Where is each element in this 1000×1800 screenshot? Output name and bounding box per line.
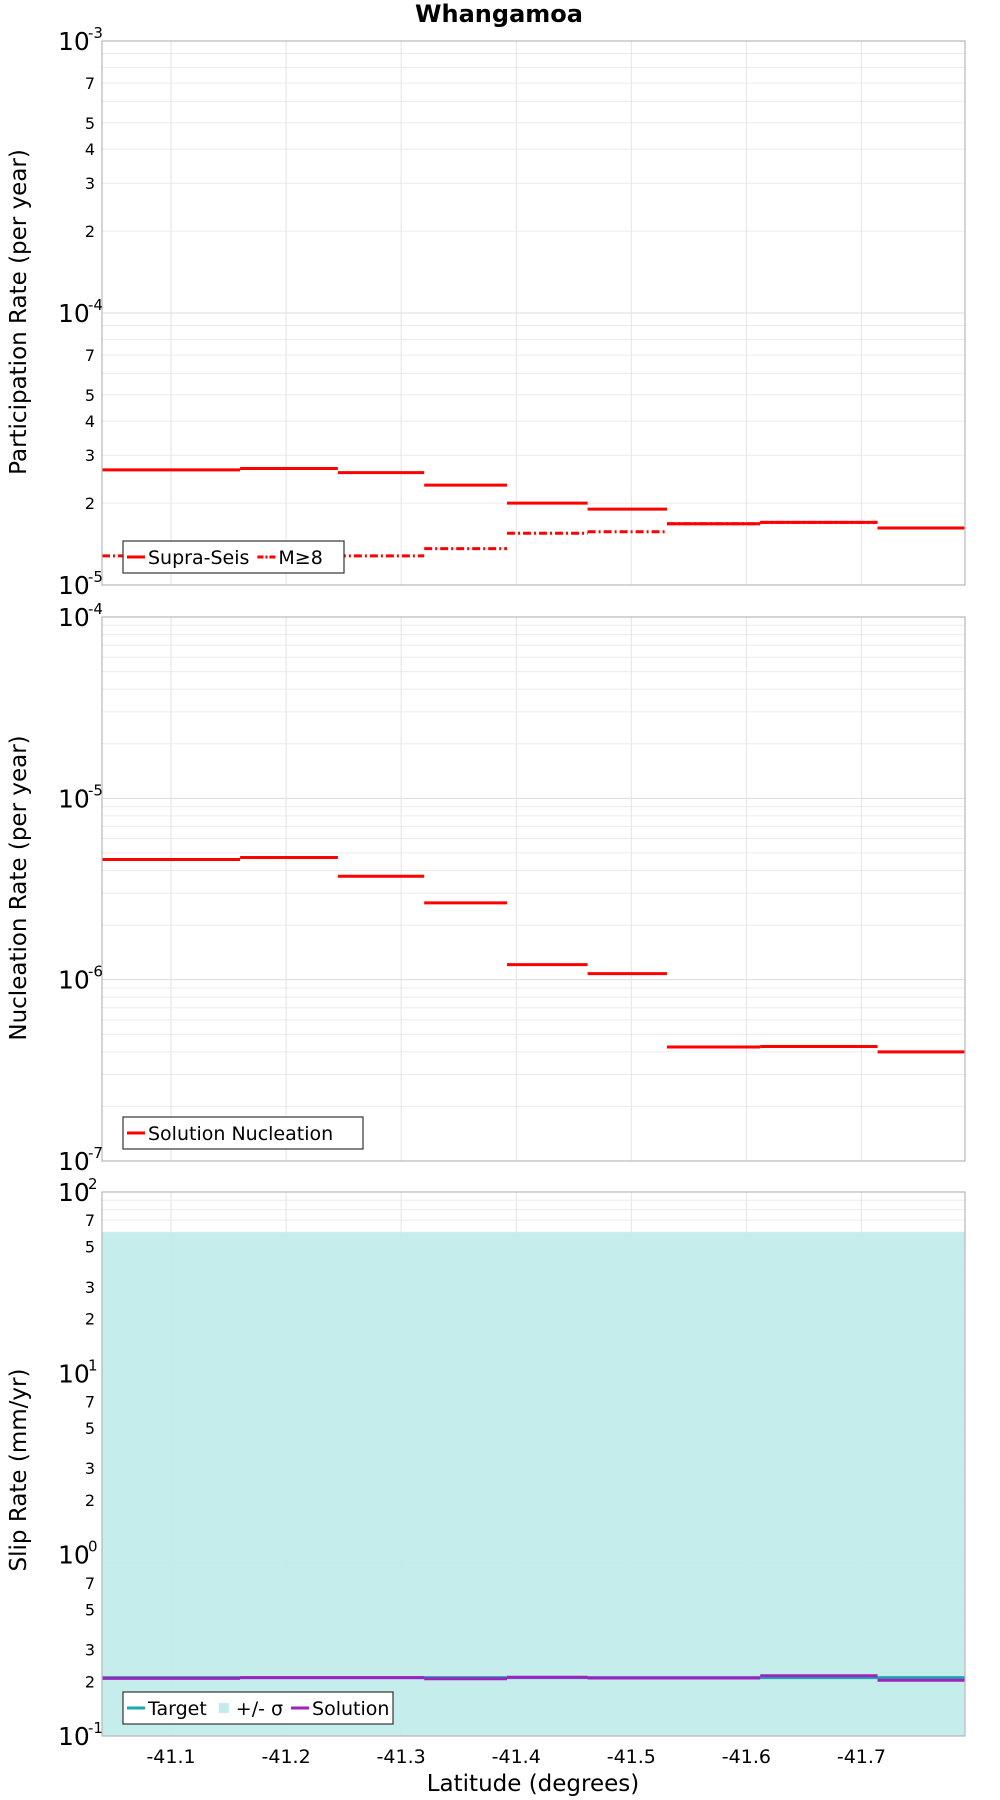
plot-frame — [101, 616, 966, 1162]
x-tick-label: -41.2 — [262, 1746, 311, 1768]
y-tick-exponent: -7 — [88, 1144, 103, 1162]
y-tick-exponent: -3 — [88, 24, 103, 42]
y-minor-tick-label: 3 — [85, 174, 95, 193]
y-tick-base: 10 — [58, 1178, 90, 1207]
y-tick-base: 10 — [58, 784, 90, 813]
y-minor-tick-label: 2 — [85, 222, 95, 241]
y-tick-label: 102 — [58, 1175, 98, 1207]
y-tick-label: 10-1 — [58, 1719, 103, 1751]
nucleation-y-axis-label: Nucleation Rate (per year) — [6, 735, 32, 1040]
y-minor-tick-label: 3 — [85, 1459, 95, 1478]
y-tick-label: 10-5 — [58, 781, 103, 813]
x-axis-label: Latitude (degrees) — [427, 1771, 640, 1797]
sigma-band — [102, 1232, 965, 1736]
y-minor-tick-label: 2 — [85, 1491, 95, 1510]
y-tick-base: 10 — [58, 27, 90, 56]
y-tick-base: 10 — [58, 1541, 90, 1570]
legend-label: +/- σ — [236, 1698, 283, 1720]
y-tick-exponent: -4 — [88, 296, 103, 314]
x-tick-label: -41.6 — [722, 1746, 771, 1768]
legend-label: Solution — [312, 1698, 389, 1720]
y-tick-label: 100 — [58, 1538, 98, 1570]
y-minor-tick-label: 5 — [85, 1419, 95, 1438]
x-tick-label: -41.3 — [377, 1746, 426, 1768]
legend-box — [122, 540, 345, 574]
y-tick-base: 10 — [58, 1359, 90, 1388]
plot-frame — [101, 1191, 966, 1737]
participation-y-axis-label: Participation Rate (per year) — [6, 149, 32, 475]
y-tick-label: 10-3 — [58, 24, 103, 56]
y-tick-label: 10-7 — [58, 1144, 103, 1176]
legend: Target +/- σ Solution — [122, 1691, 394, 1725]
y-minor-tick-label: 5 — [85, 114, 95, 133]
y-tick-base: 10 — [58, 603, 90, 632]
legend-label: Supra-Seis — [148, 547, 249, 569]
y-tick-label: 10-4 — [58, 600, 103, 632]
y-tick-base: 10 — [58, 1722, 90, 1751]
y-minor-tick-label: 7 — [85, 1392, 95, 1411]
y-minor-tick-label: 2 — [85, 1672, 95, 1691]
x-tick-label: -41.7 — [837, 1746, 886, 1768]
y-tick-base: 10 — [58, 1147, 90, 1176]
y-minor-tick-label: 2 — [85, 1310, 95, 1329]
legend-box — [122, 1691, 394, 1725]
legend-box — [122, 1116, 364, 1150]
y-tick-exponent: 1 — [88, 1356, 98, 1374]
legend: Supra-Seis M≥8 — [122, 540, 345, 574]
y-tick-label: 10-5 — [58, 568, 103, 600]
legend: Solution Nucleation — [122, 1116, 364, 1150]
y-minor-tick-label: 5 — [85, 386, 95, 405]
legend-label: M≥8 — [278, 547, 322, 569]
chart-title: Whangamoa — [415, 0, 583, 28]
grid — [102, 617, 965, 1161]
y-minor-tick-label: 3 — [85, 446, 95, 465]
plot-frame — [101, 40, 966, 586]
y-tick-exponent: -1 — [88, 1719, 103, 1737]
y-tick-base: 10 — [58, 966, 90, 995]
y-tick-exponent: -6 — [88, 963, 103, 981]
x-tick-label: -41.4 — [492, 1746, 541, 1768]
y-minor-tick-label: 2 — [85, 494, 95, 513]
y-tick-label: 10-6 — [58, 963, 103, 995]
plot-area — [102, 617, 965, 1161]
y-tick-exponent: 2 — [88, 1175, 98, 1193]
y-minor-tick-label: 3 — [85, 1278, 95, 1297]
legend-label: Solution Nucleation — [148, 1123, 333, 1145]
slip-rate-y-axis-label: Slip Rate (mm/yr) — [6, 1369, 32, 1572]
grid — [102, 41, 965, 585]
legend-label: Target — [147, 1698, 207, 1720]
series-solution — [102, 1674, 965, 1682]
y-minor-tick-label: 4 — [85, 412, 95, 431]
y-minor-tick-label: 7 — [85, 1574, 95, 1593]
y-tick-exponent: -4 — [88, 600, 103, 618]
y-tick-base: 10 — [58, 571, 90, 600]
y-tick-base: 10 — [58, 299, 90, 328]
x-tick-label: -41.5 — [607, 1746, 656, 1768]
series-solution-nucleation — [102, 855, 965, 1054]
legend-swatch — [218, 1703, 229, 1713]
y-minor-tick-label: 7 — [85, 346, 95, 365]
y-minor-tick-label: 5 — [85, 1238, 95, 1257]
y-minor-tick-label: 7 — [85, 1211, 95, 1230]
x-tick-label: -41.1 — [146, 1746, 195, 1768]
y-tick-exponent: -5 — [88, 568, 103, 586]
y-minor-tick-label: 3 — [85, 1640, 95, 1659]
y-tick-label: 10-4 — [58, 296, 103, 328]
y-minor-tick-label: 5 — [85, 1600, 95, 1619]
y-tick-exponent: -5 — [88, 781, 103, 799]
y-minor-tick-label: 4 — [85, 140, 95, 159]
y-tick-label: 101 — [58, 1356, 98, 1388]
y-tick-exponent: 0 — [88, 1538, 98, 1556]
y-minor-tick-label: 7 — [85, 74, 95, 93]
